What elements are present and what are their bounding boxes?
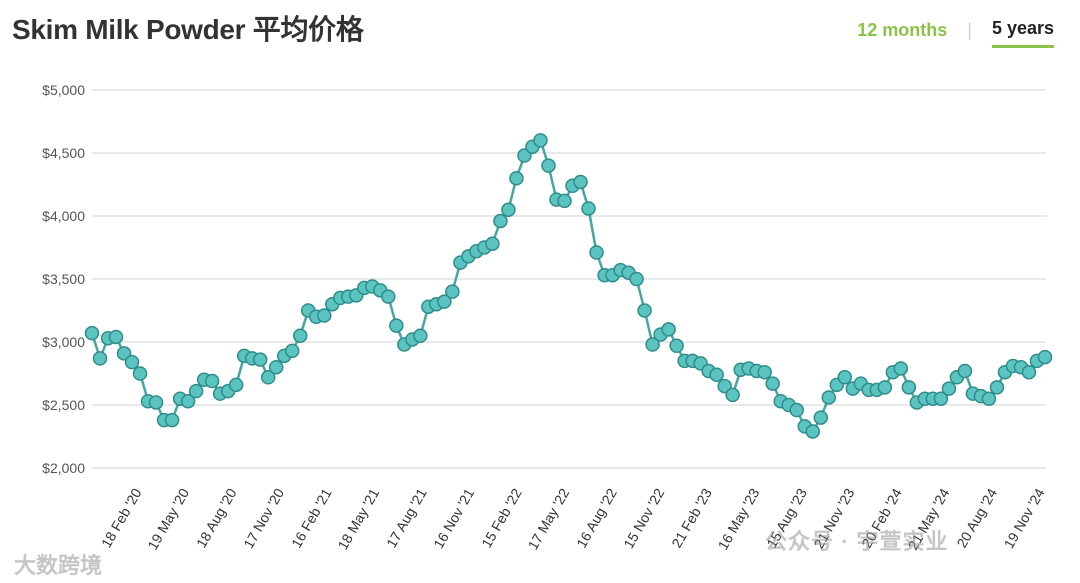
period-tabs: 12 months | 5 years <box>857 18 1054 48</box>
series-points <box>84 133 1053 439</box>
data-point[interactable] <box>204 373 220 389</box>
x-tick-label: 16 May '23 <box>715 485 763 552</box>
data-point[interactable] <box>188 383 204 399</box>
data-point[interactable] <box>132 366 148 381</box>
data-point[interactable] <box>164 412 180 428</box>
watermark-left: 大数跨境 <box>14 553 103 578</box>
data-point[interactable] <box>84 325 100 341</box>
data-point[interactable] <box>581 201 596 216</box>
data-point[interactable] <box>292 328 308 343</box>
data-point[interactable] <box>805 424 821 439</box>
data-point[interactable] <box>637 303 652 318</box>
data-point[interactable] <box>877 380 893 395</box>
y-axis-ticks: $2,000 $2,500 $3,000 $3,500 $4,000 $4,500 $5,0… <box>42 82 85 476</box>
data-point[interactable] <box>381 289 396 304</box>
x-tick-label: 19 May '20 <box>144 485 192 552</box>
data-point[interactable] <box>389 318 404 333</box>
data-point[interactable] <box>284 343 300 359</box>
data-point[interactable] <box>669 338 684 354</box>
data-point[interactable] <box>981 391 997 406</box>
data-point[interactable] <box>533 133 548 148</box>
data-point[interactable] <box>557 193 572 209</box>
data-point[interactable] <box>437 294 452 309</box>
tab-12-months[interactable]: 12 months <box>857 19 948 40</box>
data-point[interactable] <box>316 308 332 323</box>
data-point[interactable] <box>837 370 853 385</box>
data-point[interactable] <box>661 322 676 337</box>
x-tick-label: 17 Aug '21 <box>383 485 430 550</box>
y-tick-label: $2,500 <box>42 397 85 413</box>
data-point[interactable] <box>413 328 428 343</box>
data-point[interactable] <box>260 370 276 385</box>
data-point[interactable] <box>493 213 508 229</box>
x-tick-label: 17 May '22 <box>524 485 572 552</box>
data-point[interactable] <box>645 337 660 352</box>
data-point[interactable] <box>933 391 949 406</box>
data-point[interactable] <box>116 346 132 361</box>
data-point[interactable] <box>148 395 164 410</box>
x-tick-label: 17 Nov '20 <box>240 485 287 551</box>
x-tick-label: 18 May '21 <box>334 485 382 552</box>
x-tick-label: 15 Feb '22 <box>478 485 525 550</box>
x-tick-label: 16 Aug '22 <box>573 485 620 550</box>
y-tick-label: $4,500 <box>42 145 85 161</box>
data-point[interactable] <box>517 148 532 163</box>
y-tick-label: $3,000 <box>42 334 85 350</box>
data-point[interactable] <box>252 352 268 367</box>
x-tick-label: 19 Nov '24 <box>1000 485 1047 551</box>
watermark-right: 公众号 · 宇萱实业 <box>765 529 949 554</box>
data-point[interactable] <box>717 378 732 394</box>
x-tick-label: 18 Feb '20 <box>98 485 145 550</box>
data-point[interactable] <box>445 284 460 299</box>
data-point[interactable] <box>957 363 973 379</box>
x-tick-label: 18 Aug '20 <box>193 485 240 550</box>
data-point[interactable] <box>893 361 909 376</box>
x-tick-label: 21 Feb '23 <box>668 485 715 550</box>
data-point[interactable] <box>1037 349 1053 365</box>
data-point[interactable] <box>501 202 516 217</box>
data-point[interactable] <box>92 351 108 366</box>
data-point[interactable] <box>108 329 124 345</box>
data-point[interactable] <box>268 359 284 375</box>
data-point[interactable] <box>789 402 804 418</box>
data-point[interactable] <box>180 393 196 409</box>
data-point[interactable] <box>629 271 644 287</box>
data-point[interactable] <box>989 380 1005 395</box>
tab-separator: | <box>967 19 972 40</box>
data-point[interactable] <box>821 390 837 405</box>
y-tick-label: $2,000 <box>42 460 85 476</box>
x-tick-label: 20 Aug '24 <box>953 485 1000 550</box>
x-tick-label: 15 Nov '22 <box>620 485 667 551</box>
data-point[interactable] <box>541 158 556 173</box>
data-point[interactable] <box>589 245 604 260</box>
data-point[interactable] <box>228 377 244 393</box>
data-point[interactable] <box>725 387 740 403</box>
data-point[interactable] <box>1021 364 1037 380</box>
x-tick-label: 16 Feb '21 <box>288 485 335 550</box>
x-tick-label: 16 Nov '21 <box>430 485 477 551</box>
data-point[interactable] <box>124 354 140 370</box>
page-title: Skim Milk Powder 平均价格 <box>12 14 364 45</box>
data-point[interactable] <box>901 380 917 395</box>
y-tick-label: $3,500 <box>42 271 85 287</box>
data-point[interactable] <box>941 381 957 396</box>
data-point[interactable] <box>485 236 500 251</box>
data-point[interactable] <box>509 170 524 186</box>
grid-lines <box>92 89 1046 469</box>
data-point[interactable] <box>813 410 829 425</box>
tab-5-years[interactable]: 5 years <box>991 18 1054 48</box>
data-point[interactable] <box>709 367 724 383</box>
data-point[interactable] <box>765 376 780 391</box>
y-tick-label: $4,000 <box>42 208 85 224</box>
data-point[interactable] <box>757 364 772 380</box>
y-tick-label: $5,000 <box>42 82 85 98</box>
data-point[interactable] <box>573 174 588 190</box>
